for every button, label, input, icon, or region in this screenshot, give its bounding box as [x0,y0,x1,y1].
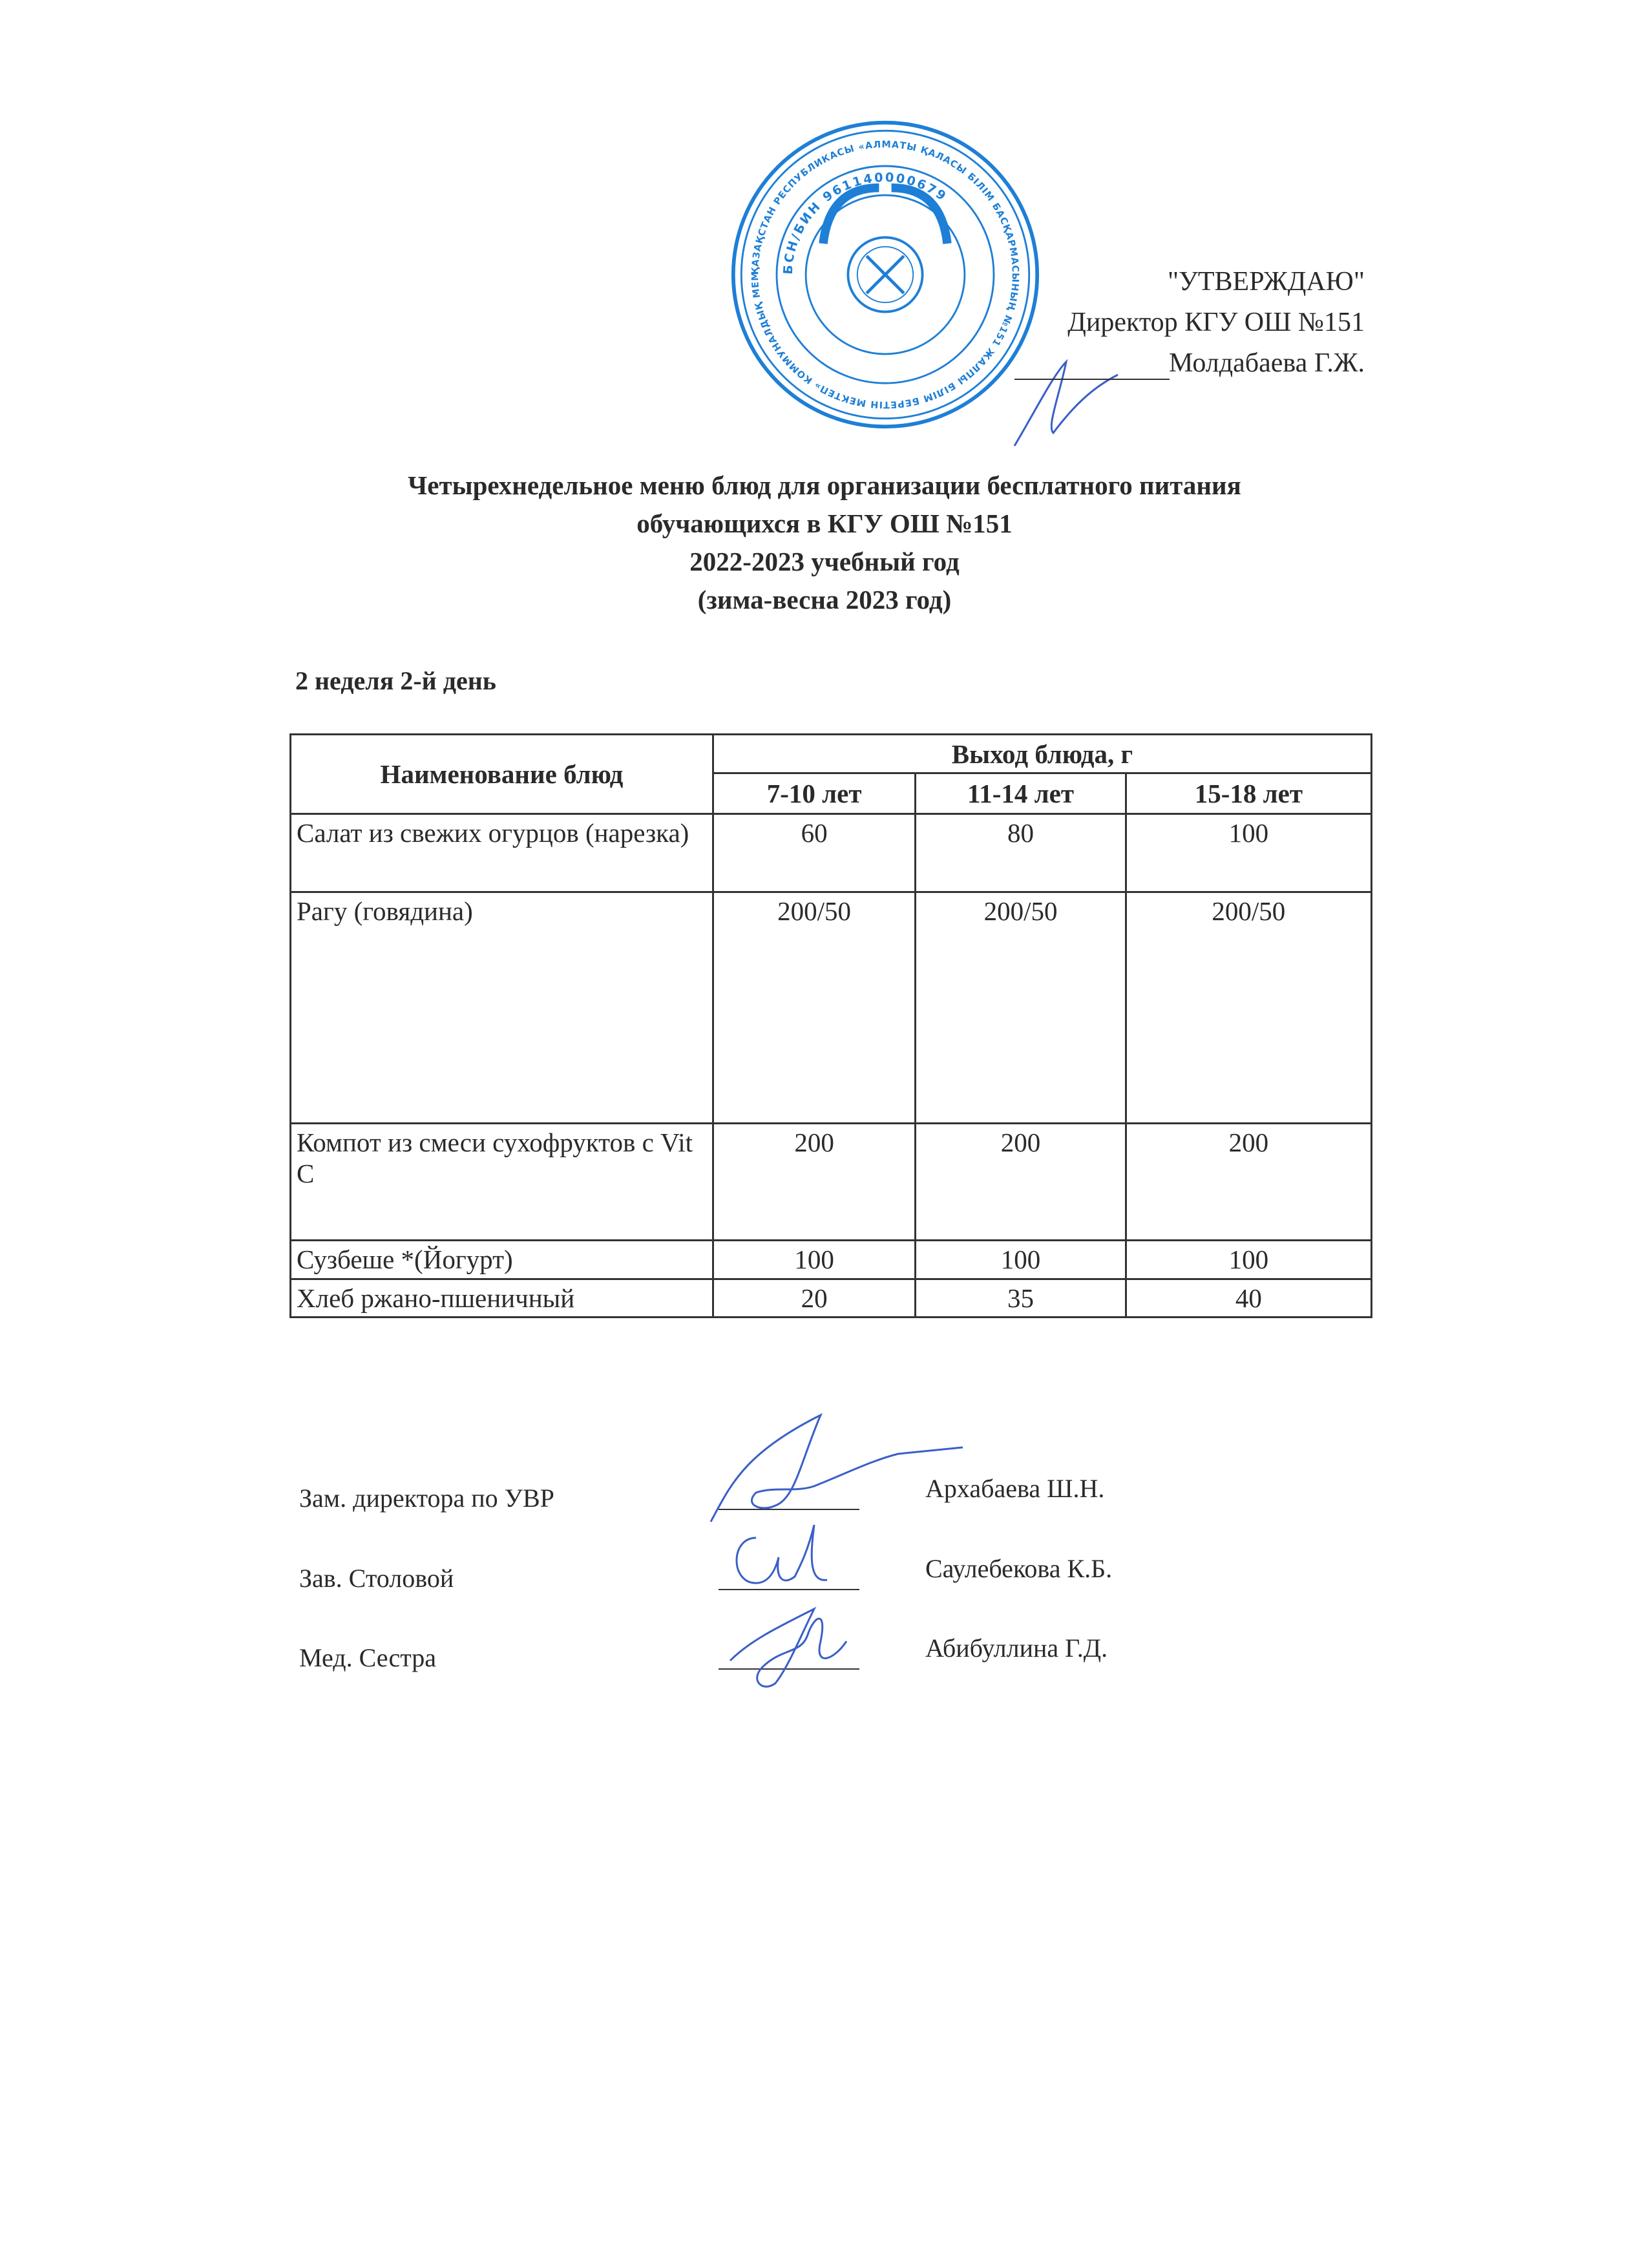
title-line: 2022-2023 учебный год [689,547,960,576]
title-line: обучающихся в КГУ ОШ №151 [636,509,1013,538]
approval-heading: "УТВЕРЖДАЮ" [1167,267,1365,297]
dish-yield: 100 [1124,813,1373,893]
approval-block: "УТВЕРЖДАЮ" Директор КГУ ОШ №151 Молдаба… [1067,262,1365,384]
dish-yield: 60 [711,813,917,893]
signature-name: Абибуллина Г.Д. [925,1633,1108,1663]
title-line: Четырехнедельное меню блюд для организац… [408,470,1241,500]
document-title: Четырехнедельное меню блюд для организац… [0,467,1649,619]
header-age-group: 15-18 лет [1124,772,1373,815]
dish-yield: 35 [914,1278,1127,1318]
signature-mark [729,1606,848,1688]
dish-yield: 200/50 [711,891,917,1124]
official-stamp: ҚАЗАҚСТАН РЕСПУБЛИКАСЫ «АЛМАТЫ ҚАЛАСЫ БІ… [730,120,1040,429]
signature-mark [709,1412,963,1522]
svg-text:БСН/БИН 961140000679: БСН/БИН 961140000679 [781,170,951,275]
dish-name: Рагу (говядина) [289,891,714,1124]
dish-yield: 100 [914,1239,1127,1280]
dish-name: Салат из свежих огурцов (нарезка) [289,813,714,893]
stamp-inner-text: БСН/БИН 961140000679 [781,170,949,275]
dish-yield: 80 [914,813,1127,893]
title-line: (зима-весна 2023 год) [697,585,952,614]
dish-yield: 200 [711,1122,917,1241]
dish-name: Хлеб ржано-пшеничный [289,1278,714,1318]
signature-role: Зав. Столовой [299,1564,454,1593]
menu-table: Наименование блюд Выход блюда, г 7-10 ле… [289,733,1373,1318]
signature-name: Архабаева Ш.Н. [925,1474,1105,1503]
approval-name: Молдабаева Г.Ж. [1169,348,1365,378]
header-age-group: 7-10 лет [711,772,917,815]
dish-yield: 100 [711,1239,917,1280]
table-row: Салат из свежих огурцов (нарезка) 60 80 … [289,813,1373,893]
day-label: 2 неделя 2-й день [295,666,496,695]
signature-name: Саулебекова К.Б. [925,1554,1113,1583]
table-row: Рагу (говядина) 200/50 200/50 200/50 [289,891,1373,1124]
dish-yield: 200/50 [914,891,1127,1124]
header-dish-name: Наименование блюд [289,733,714,815]
dish-yield: 40 [1124,1278,1373,1318]
director-signature-line [1014,379,1170,380]
header-yield: Выход блюда, г [711,733,1373,774]
dish-name: Компот из смеси сухофруктов с Vit C [289,1122,714,1241]
table-row: Сузбеше *(Йогурт) 100 100 100 [289,1239,1373,1280]
signature-line [719,1509,859,1510]
table-row: Хлеб ржано-пшеничный 20 35 40 [289,1278,1373,1318]
dish-yield: 20 [711,1278,917,1318]
director-signature [1013,359,1119,446]
table-row: Компот из смеси сухофруктов с Vit C 200 … [289,1122,1373,1241]
signature-mark [735,1524,828,1584]
dish-yield: 200 [914,1122,1127,1241]
header-age-group: 11-14 лет [914,772,1127,815]
signature-line [719,1589,859,1590]
signature-line [719,1668,859,1670]
dish-yield: 200 [1124,1122,1373,1241]
signature-role: Мед. Сестра [299,1643,437,1672]
dish-yield: 100 [1124,1239,1373,1280]
dish-yield: 200/50 [1124,891,1373,1124]
approval-position: Директор КГУ ОШ №151 [1067,308,1365,337]
signature-role: Зам. директора по УВР [299,1484,554,1513]
dish-name: Сузбеше *(Йогурт) [289,1239,714,1280]
